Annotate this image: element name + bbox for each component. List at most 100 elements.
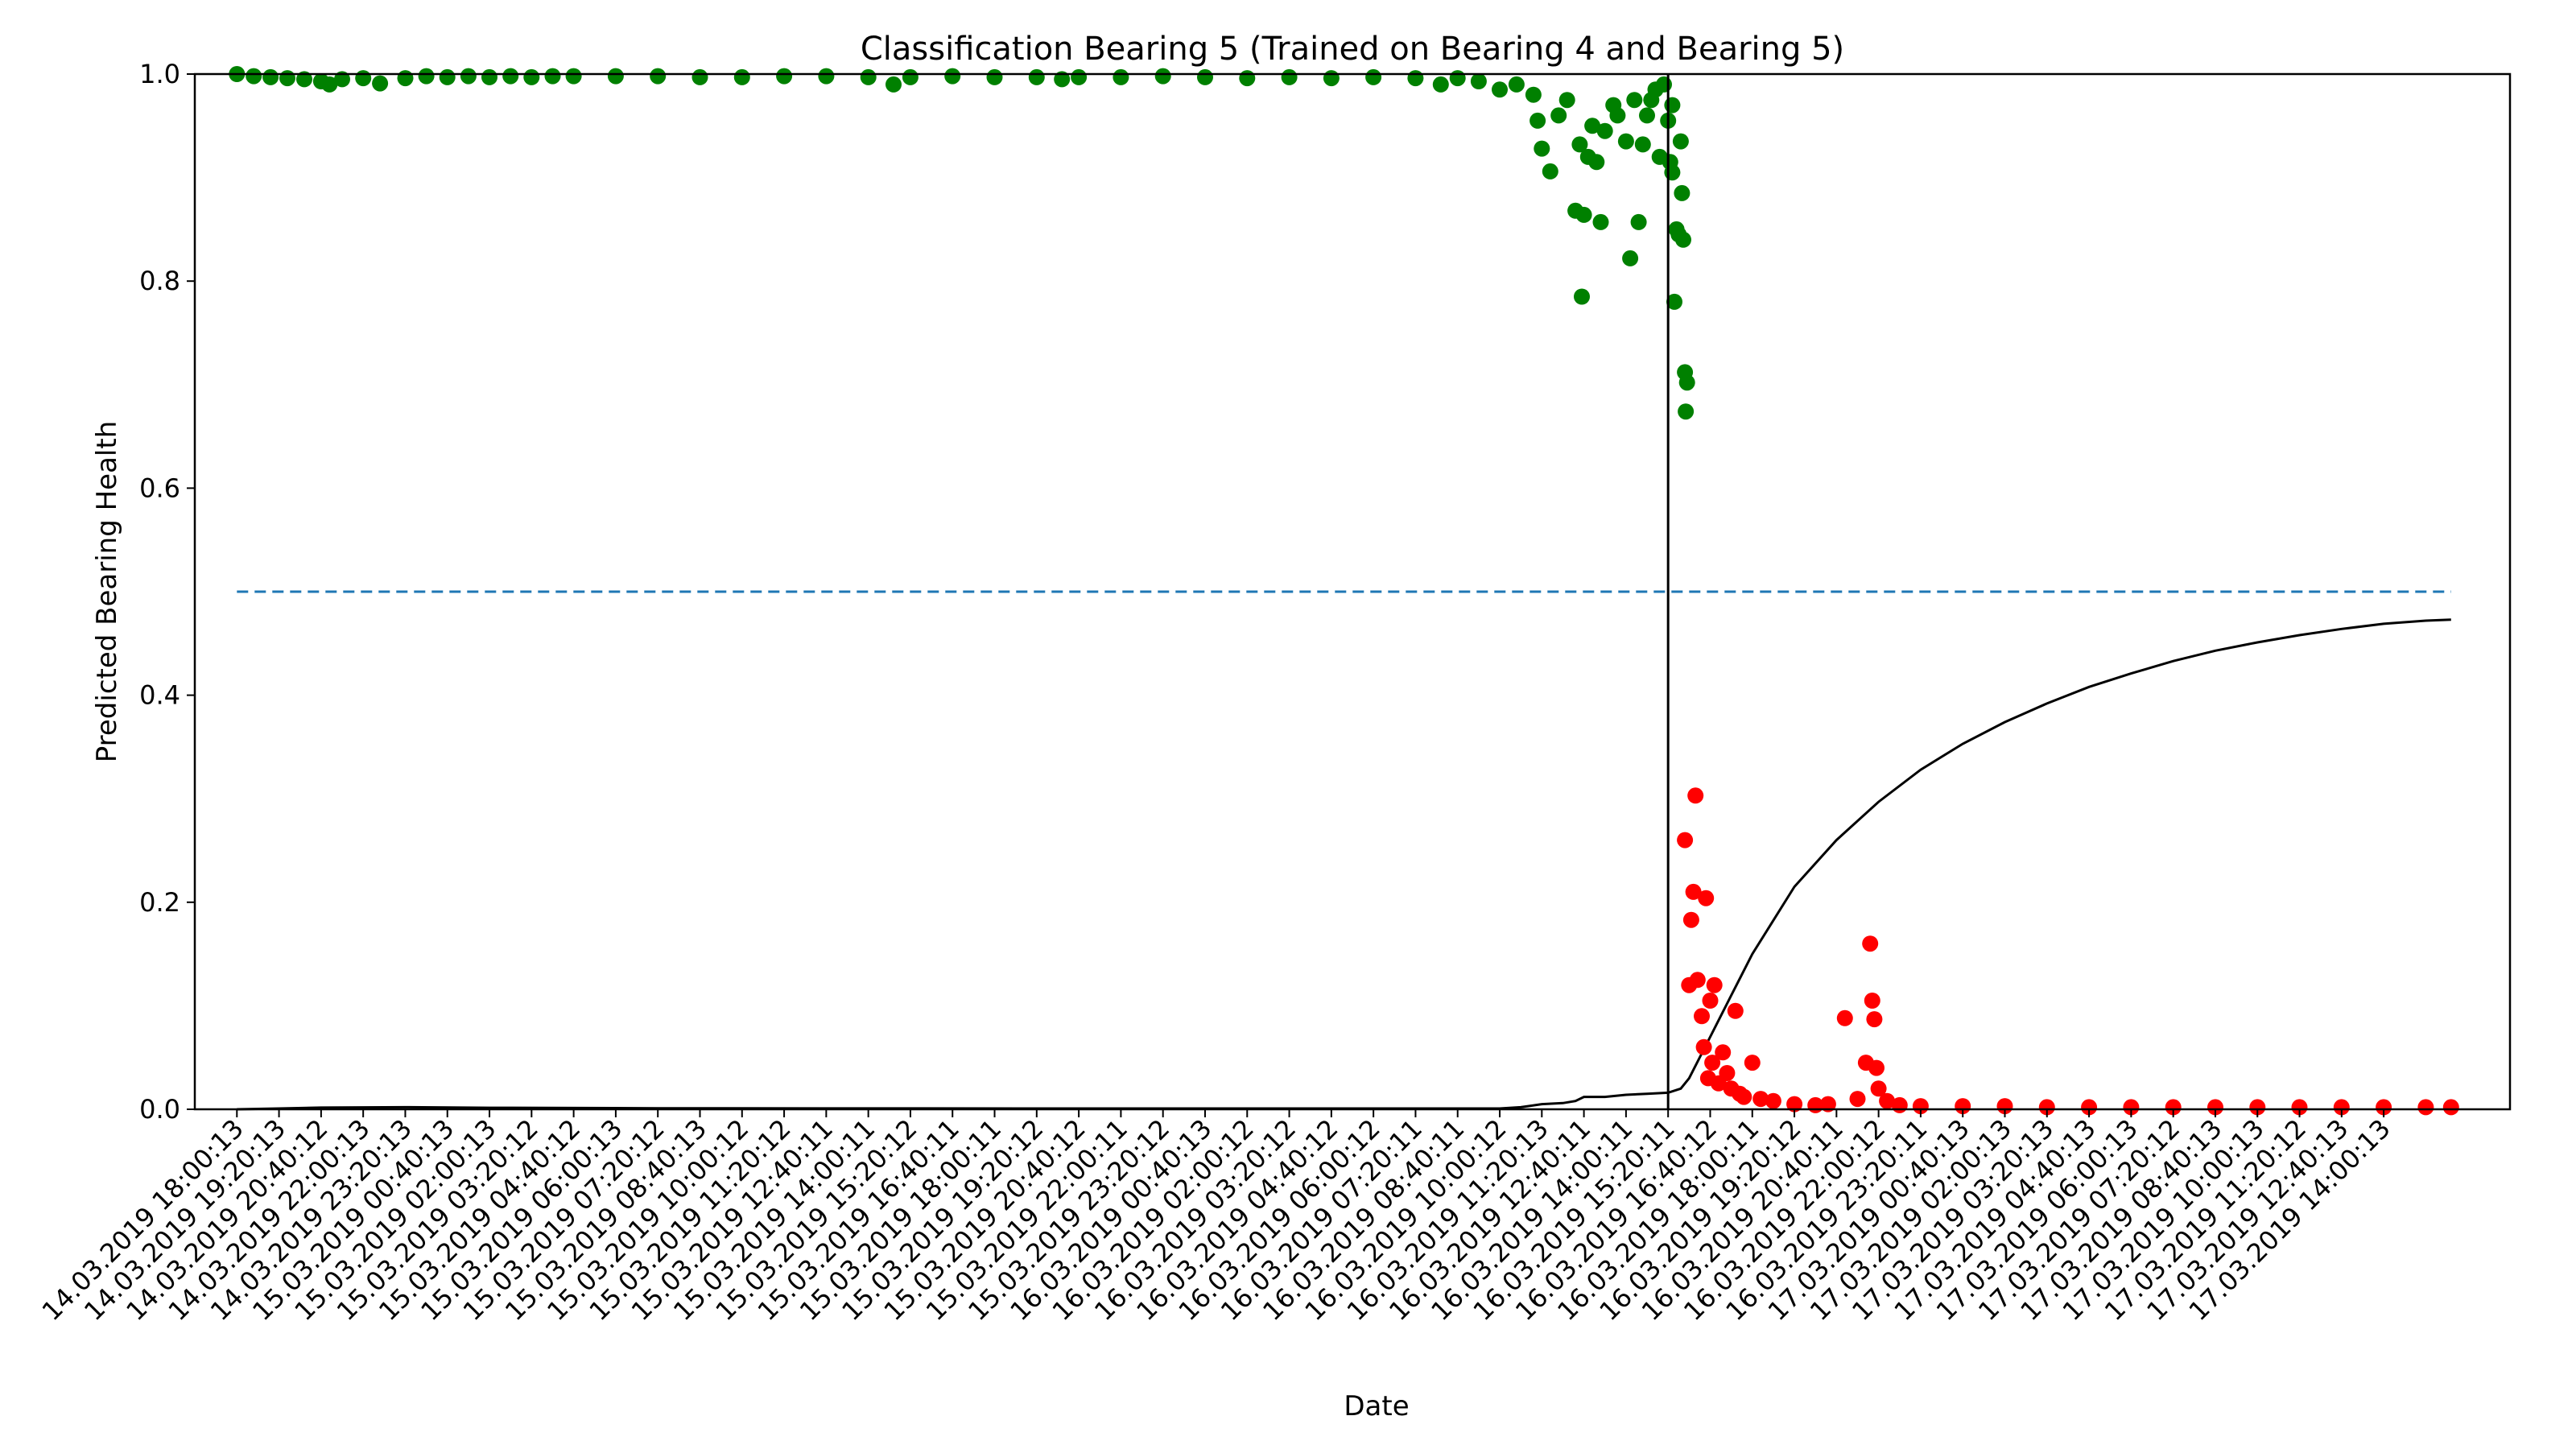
data-point (1626, 92, 1643, 109)
data-point (1054, 71, 1071, 88)
data-point (1323, 70, 1340, 87)
data-point (1736, 1088, 1752, 1105)
data-point (1864, 993, 1880, 1009)
data-point (1678, 374, 1695, 391)
y-tick-label: 0.2 (139, 887, 180, 918)
x-axis-label: Date (1344, 1390, 1409, 1422)
data-point (1197, 68, 1213, 85)
data-point (1596, 122, 1613, 139)
data-point (246, 68, 262, 85)
data-point (776, 68, 793, 85)
data-point (1407, 70, 1424, 87)
data-point (279, 70, 295, 87)
data-point (1687, 787, 1704, 804)
data-point (523, 68, 540, 85)
data-point (1639, 107, 1655, 124)
data-point (886, 76, 902, 93)
data-point (1588, 154, 1605, 171)
data-point (1695, 1038, 1712, 1055)
y-axis-label: Predicted Bearing Health (91, 421, 123, 763)
data-point (1525, 86, 1542, 103)
data-point (1727, 1002, 1744, 1019)
data-point (1154, 68, 1171, 85)
data-point (1674, 184, 1690, 201)
data-point (1432, 76, 1449, 93)
data-point (355, 70, 372, 87)
data-point (860, 68, 877, 85)
y-tick-label: 0.6 (139, 473, 180, 503)
data-point (607, 68, 624, 85)
data-point (1744, 1055, 1761, 1071)
data-point (296, 71, 312, 88)
data-point (1592, 213, 1609, 230)
data-point (1071, 68, 1088, 85)
data-point (1630, 213, 1647, 230)
data-point (502, 68, 519, 85)
data-point (2249, 1099, 2266, 1116)
data-point (1575, 206, 1592, 223)
y-tick-label: 0.0 (139, 1094, 180, 1125)
data-point (2417, 1099, 2434, 1116)
data-point (1113, 68, 1129, 85)
y-tick-label: 1.0 (139, 59, 180, 89)
data-point (1534, 140, 1550, 157)
data-point (1492, 81, 1508, 98)
data-point (1765, 1092, 1781, 1109)
data-point (334, 71, 350, 88)
data-point (1028, 68, 1045, 85)
data-point (1715, 1044, 1732, 1061)
data-point (650, 68, 667, 85)
data-point (1634, 136, 1651, 153)
data-point (1584, 118, 1601, 134)
data-point (691, 68, 708, 85)
data-point (1666, 293, 1682, 310)
data-point (1836, 1009, 1853, 1026)
data-point (1786, 1096, 1803, 1113)
data-point (1678, 403, 1695, 420)
data-point (1689, 972, 1706, 989)
data-point (1508, 76, 1525, 93)
data-point (1558, 92, 1575, 109)
chart-title: Classification Bearing 5 (Trained on Bea… (861, 31, 1844, 68)
data-point (1365, 68, 1382, 85)
data-point (2376, 1099, 2392, 1116)
data-point (1706, 976, 1723, 993)
data-point (439, 68, 456, 85)
data-point (1870, 1080, 1887, 1097)
data-point (481, 68, 497, 85)
data-point (2291, 1099, 2308, 1116)
data-point (1677, 832, 1694, 848)
data-point (2081, 1099, 2098, 1116)
data-point (1702, 993, 1719, 1009)
data-point (2207, 1099, 2223, 1116)
data-point (1622, 250, 1639, 266)
data-point (372, 75, 389, 92)
data-point (1685, 883, 1702, 900)
data-point (460, 68, 477, 85)
data-point (418, 68, 435, 85)
plot-area (229, 66, 2459, 1116)
data-point (1550, 107, 1567, 124)
data-point (1891, 1096, 1908, 1113)
y-tick-label: 0.8 (139, 266, 180, 296)
data-point (2442, 1099, 2459, 1116)
data-point (262, 68, 279, 85)
data-point (1664, 164, 1681, 181)
data-point (902, 68, 919, 85)
data-point (1819, 1096, 1836, 1113)
data-point (1866, 1011, 1883, 1028)
data-point (2038, 1099, 2055, 1116)
data-point (1571, 136, 1588, 153)
data-point (986, 68, 1003, 85)
data-point (321, 76, 338, 93)
data-point (1470, 73, 1487, 89)
data-point (1682, 911, 1699, 928)
data-point (1675, 231, 1691, 248)
data-point (733, 68, 750, 85)
scatter-series (229, 66, 1695, 420)
data-point (1574, 288, 1590, 305)
data-point (1239, 70, 1256, 87)
data-point (1698, 890, 1715, 906)
data-point (818, 68, 835, 85)
